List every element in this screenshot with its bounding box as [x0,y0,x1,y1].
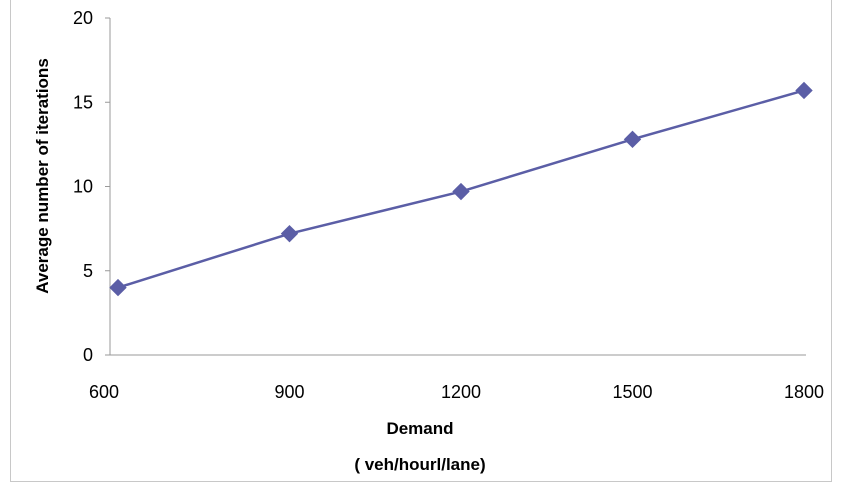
y-tick-label: 15 [73,92,93,112]
x-tick-label: 600 [89,382,119,402]
data-point-marker [280,224,299,243]
y-tick-label: 5 [83,261,93,281]
data-point-marker [109,278,127,297]
x-tick-label: 1800 [784,382,824,402]
data-point-marker [452,182,470,201]
y-tick-label: 20 [73,8,93,28]
y-tick-label: 0 [83,345,93,365]
x-axis-title-line1: Demand [386,419,453,438]
series-group [109,81,813,297]
y-axis-title: Average number of iterations [33,58,52,294]
x-tick-label: 1500 [612,382,652,402]
data-point-marker [623,130,642,149]
x-tick-label: 1200 [441,382,481,402]
axes [105,17,806,356]
x-tick-labels: 600 900 1200 1500 1800 [89,382,824,402]
data-point-marker [795,81,813,100]
chart-frame [10,0,832,482]
x-tick-label: 900 [274,382,304,402]
x-axis-title-line2: ( veh/hourl/lane) [354,455,485,474]
y-tick-label: 10 [73,177,93,197]
y-tick-labels: 0 5 10 15 20 [73,8,93,365]
